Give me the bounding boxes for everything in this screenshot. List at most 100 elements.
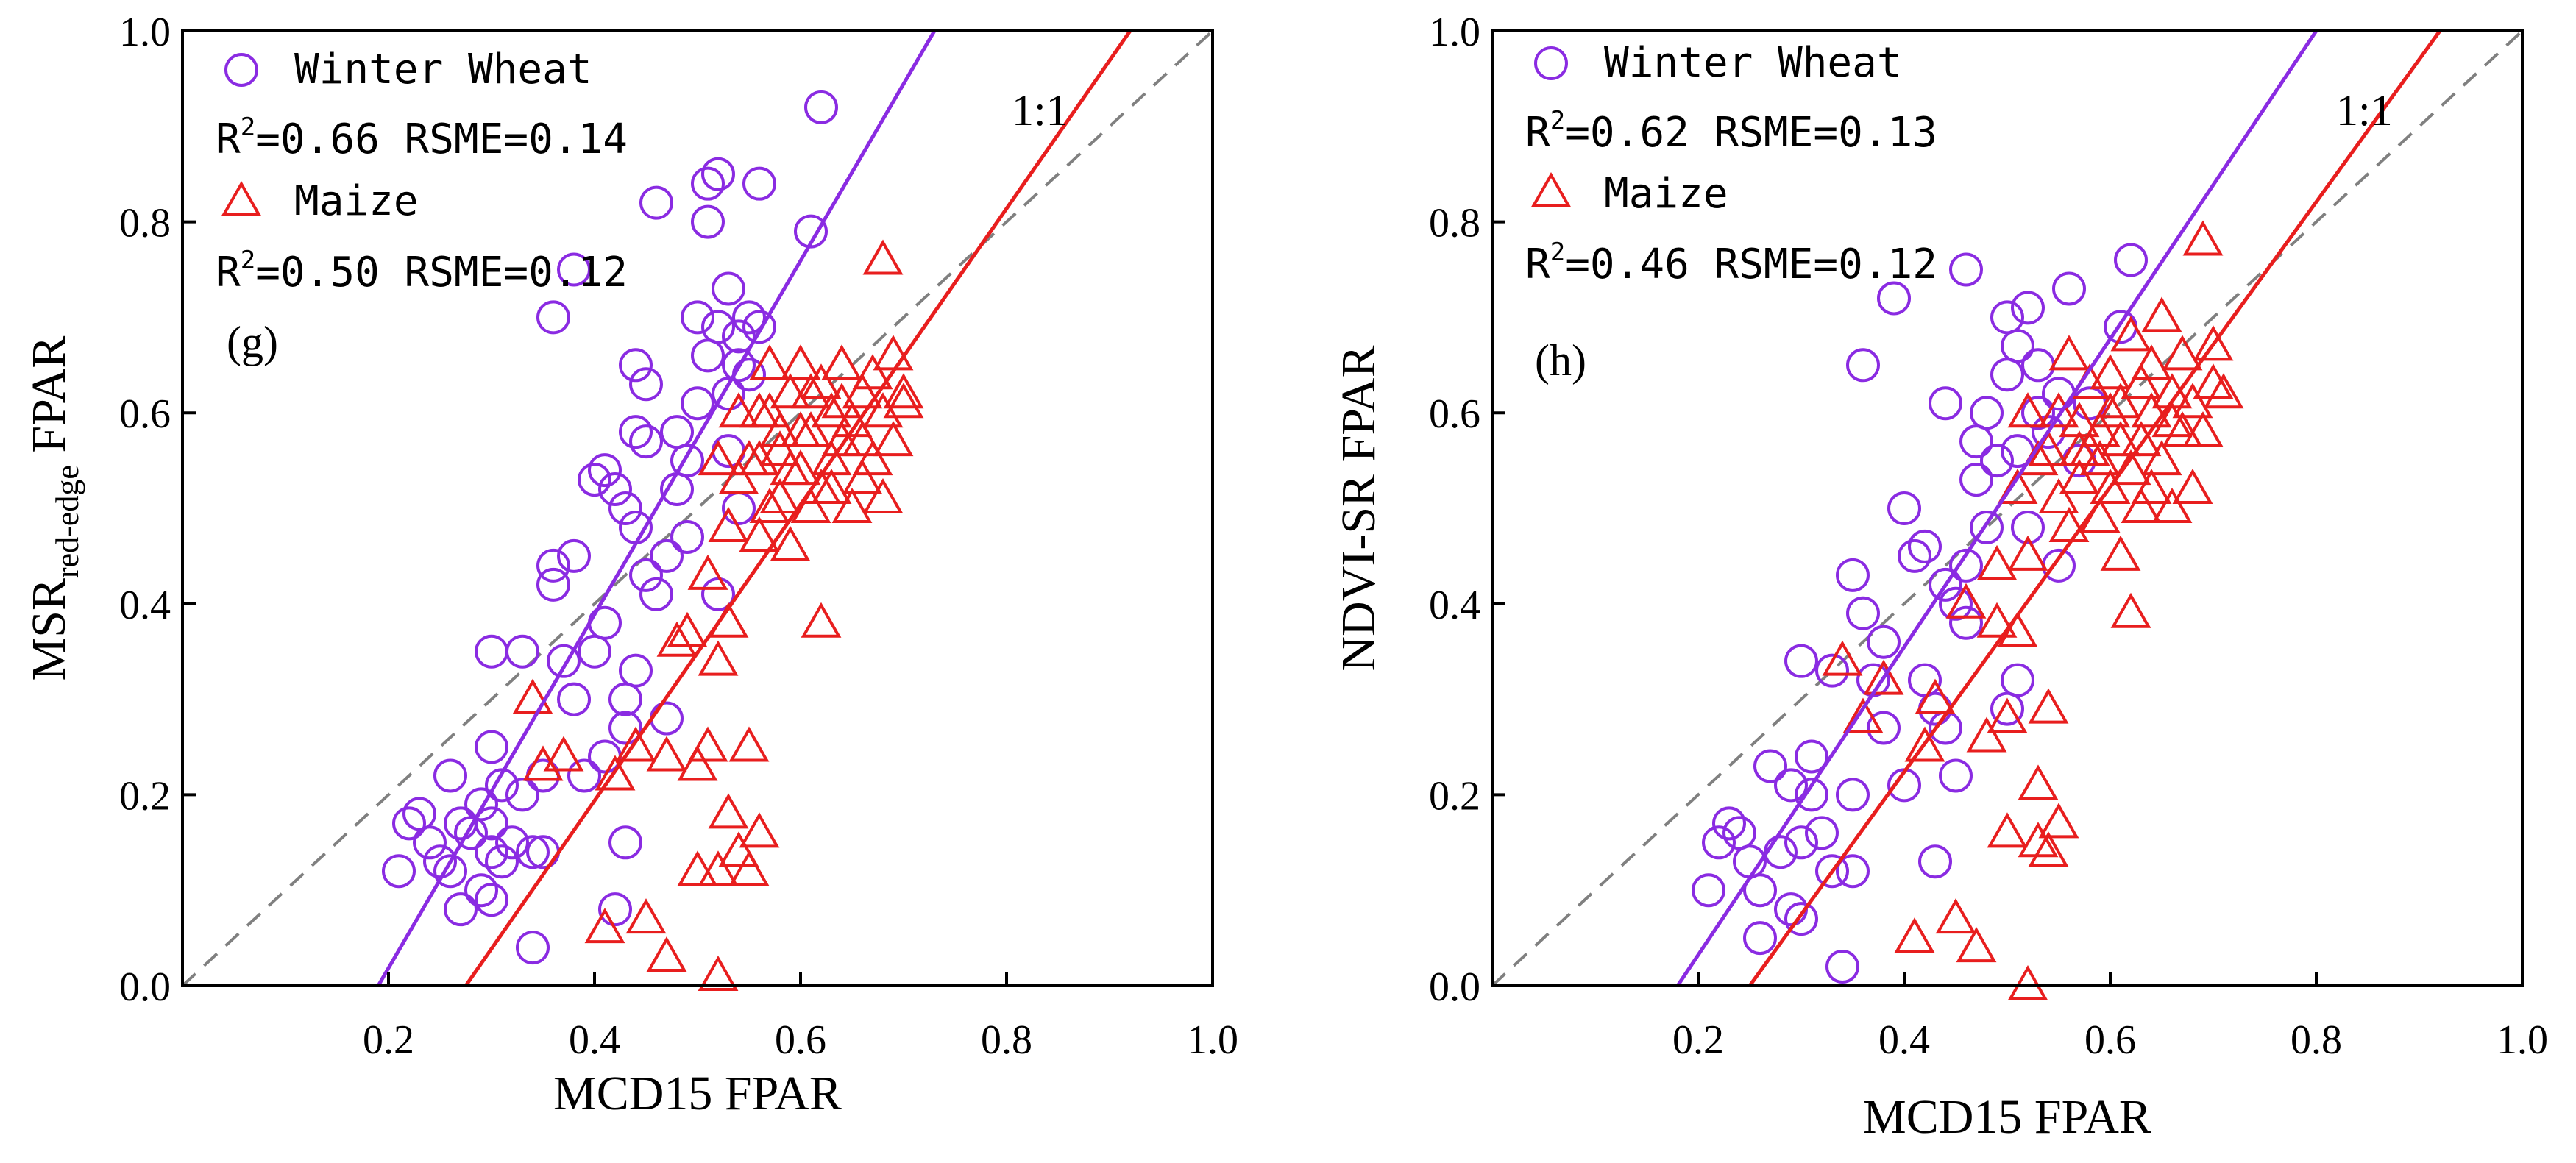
maize-point-h [2048,506,2090,542]
winter-wheat-point-h [1784,825,1818,860]
maize-point-h [2141,440,2182,476]
y-tick-label-h: 0.2 [1429,773,1480,819]
legend-mz-stats-h: R2=0.46 RSME=0.12 [1525,238,1937,288]
maize-point-h [2193,363,2234,399]
winter-wheat-point-g [433,854,467,889]
maize-point-h [2007,964,2048,1000]
y-tick-label-h: 0.0 [1429,964,1480,1010]
winter-wheat-point-h [1970,510,2004,544]
winter-wheat-point-g [681,386,714,421]
maize-point-h [2038,392,2079,428]
maize-point-h [2079,440,2121,476]
winter-wheat-point-g [701,157,735,191]
legend-mz-stats-g: R2=0.50 RSME=0.12 [216,246,628,296]
x-tick-label-g: 0.4 [569,1017,620,1063]
y-tick-label-g: 0.4 [119,583,171,628]
y-tick-label-g: 0.6 [119,391,171,437]
winter-wheat-point-h [1867,625,1901,659]
winter-wheat-point-g [547,644,581,678]
maize-point-h [1976,602,2018,638]
winter-wheat-point-h [1815,854,1849,889]
winter-wheat-point-g [557,682,591,716]
maize-point-g [677,850,718,886]
x-tick-label-h: 0.4 [1878,1017,1930,1063]
maize-point-g [646,936,687,972]
maize-point-g [759,477,801,514]
winter-wheat-point-g [619,348,653,383]
maize-point-g [842,459,883,495]
winter-wheat-point-g [475,883,508,917]
maize-point-g [728,726,770,762]
maize-point-g [687,554,728,590]
maize-point-g [625,898,667,934]
maize-point-g [656,621,698,657]
winter-wheat-point-g [475,806,508,841]
y-tick-label-h: 0.6 [1429,391,1480,437]
winter-wheat-point-g [619,415,653,449]
plot-area-h [1491,29,2524,1000]
winter-wheat-point-h [1949,605,1983,640]
legend-h: Winter Wheat R2=0.62 RSME=0.13 Maize R2=… [1525,39,1937,385]
maize-point-g [759,411,801,447]
panel-label-g: (g) [227,318,278,366]
winter-wheat-point-h [2052,271,2086,306]
winter-wheat-point-g [608,491,642,525]
winter-wheat-point-h [1980,444,2014,478]
y-tick-label-g: 0.2 [119,773,171,819]
winter-wheat-point-h [1836,778,1870,812]
maize-point-h [2048,335,2090,371]
winter-wheat-point-g [598,472,632,507]
maize-point-h [2131,392,2172,428]
maize-point-h [2162,411,2203,447]
winter-wheat-point-g [804,90,838,124]
maize-point-g [811,469,852,505]
maize-point-g [739,440,780,476]
winter-wheat-point-h [1795,778,1828,812]
maize-point-h [1842,697,1884,733]
winter-wheat-point-h [1929,386,1962,421]
maize-point-g [708,793,749,829]
plot-area-g [181,29,1214,992]
maize-point-h [1863,659,1904,695]
winter-wheat-point-h [2114,243,2148,277]
maize-point-h [1997,469,2038,505]
winter-wheat-point-g [629,558,663,592]
winter-wheat-point-g [392,806,426,841]
y-axis-title-g: MSRred-edge FPAR [22,336,85,681]
maize-point-h [2038,803,2079,839]
winter-wheat-point-g [629,424,663,459]
maize-point-g [718,392,759,428]
winter-wheat-point-g [444,892,478,927]
winter-wheat-point-h [1846,348,1880,383]
winter-wheat-point-h [1949,548,1983,583]
winter-wheat-point-g [794,214,828,249]
y-ticks-g: 0.0 0.2 0.4 0.6 0.8 1.0 [119,10,196,1010]
winter-wheat-point-g [485,844,519,879]
maize-point-g [718,459,759,495]
one-to-one-label-h: 1:1 [2336,86,2393,135]
maize-point-h [2018,822,2059,858]
winter-wheat-point-g [433,758,467,793]
maize-point-h [2028,831,2069,867]
maize-point-h [2110,592,2151,628]
one-to-one-label-g: 1:1 [1012,86,1068,135]
winter-wheat-point-h [1959,463,1993,497]
maize-point-g [739,812,780,848]
maize-point-h [2090,392,2131,428]
maize-point-h [1915,678,1956,714]
maize-point-g [862,392,904,428]
winter-wheat-point-g [681,300,714,335]
winter-wheat-point-g [475,730,508,764]
legend-ww-marker-h [1534,46,1568,80]
maize-point-g [770,373,811,409]
maize-point-h [2203,373,2244,409]
maize-point-g [615,726,656,762]
winter-wheat-point-h [2021,396,2055,430]
winter-wheat-point-g [475,835,508,869]
maize-point-h [2090,354,2131,390]
maize-point-g [749,344,790,380]
maize-point-h [2162,335,2203,371]
maize-point-g [770,449,811,486]
winter-wheat-point-h [1784,902,1818,936]
